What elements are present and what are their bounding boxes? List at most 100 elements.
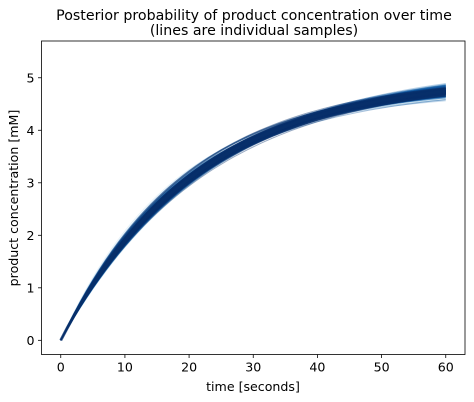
sample-line <box>60 93 446 341</box>
sample-line <box>60 84 446 341</box>
x-tick-label: 30 <box>245 360 261 375</box>
y-tick-label: 5 <box>26 70 34 85</box>
sample-line <box>60 88 446 341</box>
y-axis-label: product concentration [mM] <box>6 110 21 287</box>
sample-line <box>60 90 446 341</box>
sample-line <box>60 90 446 341</box>
sample-line <box>60 90 446 341</box>
sample-line <box>60 92 446 341</box>
x-axis: 0 10 20 30 40 50 60 <box>57 354 454 375</box>
sample-line <box>60 91 446 341</box>
sample-line <box>60 91 446 341</box>
sample-line <box>60 89 446 341</box>
sample-line <box>60 88 446 341</box>
sample-line <box>60 93 446 341</box>
sample-line <box>60 92 446 341</box>
sample-line <box>60 89 446 341</box>
sample-line <box>60 93 446 341</box>
x-tick-label: 10 <box>117 360 133 375</box>
sample-line <box>60 92 446 341</box>
sample-line <box>60 93 446 341</box>
sample-line <box>60 88 446 341</box>
sample-line <box>60 98 446 341</box>
sample-line <box>60 89 446 341</box>
sample-line <box>60 89 446 341</box>
sample-line <box>60 89 446 341</box>
sample-line <box>60 93 446 341</box>
sample-line <box>60 90 446 341</box>
sample-line <box>60 88 446 341</box>
sample-line <box>60 89 446 341</box>
sample-line <box>60 88 446 341</box>
sample-line <box>60 88 446 341</box>
sample-line <box>60 89 446 341</box>
sample-line <box>60 91 446 341</box>
sample-line <box>60 93 446 341</box>
x-axis-label: time [seconds] <box>206 379 300 394</box>
sample-line <box>60 94 446 341</box>
x-tick-label: 50 <box>374 360 390 375</box>
sample-line <box>60 91 446 341</box>
sample-line <box>60 92 446 341</box>
sample-line <box>60 91 446 341</box>
sample-line <box>60 83 446 341</box>
sample-line <box>60 89 446 341</box>
sample-line <box>60 97 446 341</box>
sample-line <box>60 91 446 341</box>
sample-line <box>60 91 446 341</box>
sample-line <box>60 85 446 341</box>
sample-line <box>60 88 446 341</box>
sample-line <box>60 86 446 341</box>
sample-line <box>60 83 446 341</box>
sample-line <box>60 93 446 341</box>
sample-line <box>60 92 446 341</box>
sample-line <box>60 87 446 341</box>
sample-line <box>60 91 446 341</box>
sample-line <box>60 89 446 341</box>
sample-line <box>60 91 446 341</box>
sample-line <box>60 88 446 341</box>
sample-line <box>60 83 446 341</box>
sample-line <box>60 92 446 341</box>
sample-line <box>60 92 446 341</box>
sample-line <box>60 96 446 341</box>
sample-line <box>60 89 446 341</box>
sample-line <box>60 86 446 341</box>
sample-line <box>60 85 446 341</box>
y-tick-label: 0 <box>26 333 34 348</box>
sample-line <box>60 88 446 341</box>
sample-line <box>60 92 446 341</box>
sample-line <box>60 86 446 341</box>
sample-line <box>60 92 446 341</box>
sample-line <box>60 93 446 341</box>
sample-line <box>60 93 446 341</box>
sample-line <box>60 95 446 341</box>
sample-line <box>60 92 446 341</box>
sample-line <box>60 91 446 341</box>
sample-line <box>60 90 446 341</box>
sample-line <box>60 91 446 341</box>
sample-line <box>60 86 446 341</box>
sample-line <box>60 88 446 341</box>
sample-line <box>60 94 446 341</box>
sample-line <box>60 92 446 341</box>
y-tick-label: 3 <box>26 175 34 190</box>
sample-line <box>60 92 446 341</box>
y-tick-label: 4 <box>26 123 34 138</box>
sample-line <box>60 87 446 341</box>
chart-title: Posterior probability of product concent… <box>56 8 452 24</box>
sample-line <box>60 86 446 341</box>
chart-subtitle: (lines are individual samples) <box>150 23 358 39</box>
sample-line <box>60 86 446 341</box>
sample-line <box>60 92 446 341</box>
sample-line <box>60 87 446 341</box>
sample-line <box>60 90 446 341</box>
sample-line <box>60 92 446 341</box>
sample-line <box>60 93 446 341</box>
sample-line <box>60 84 446 341</box>
plot-area <box>41 40 466 355</box>
sample-line <box>60 94 446 341</box>
sample-line <box>60 91 446 341</box>
sample-line <box>60 89 446 341</box>
